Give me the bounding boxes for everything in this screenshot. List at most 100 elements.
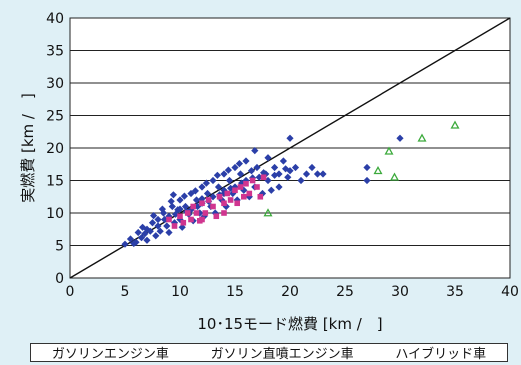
point-diamond	[143, 236, 151, 244]
legend-item-direct-injection: ガソリン直噴エンジン車	[210, 347, 354, 362]
point-triangle	[384, 146, 394, 155]
point-diamond	[253, 163, 261, 172]
point-diamond	[271, 163, 279, 172]
x-tick-label: 35	[446, 284, 464, 300]
point-diamond	[176, 196, 184, 204]
point-diamond	[308, 163, 316, 172]
point-square	[210, 203, 216, 210]
point-diamond	[363, 163, 371, 172]
x-axis-label: 10･15モード燃費 [km / ]	[197, 315, 382, 333]
y-tick-label: 0	[55, 271, 64, 287]
point-diamond	[139, 223, 147, 231]
point-diamond	[163, 222, 171, 230]
point-diamond	[165, 228, 173, 237]
point-square	[237, 184, 244, 190]
point-square	[202, 210, 209, 216]
y-tick-label: 10	[46, 206, 64, 222]
point-square	[243, 180, 249, 187]
point-diamond	[363, 176, 371, 185]
x-tick-label: 5	[121, 284, 130, 300]
point-diamond	[396, 134, 404, 142]
point-square	[188, 216, 194, 223]
point-diamond	[121, 240, 129, 248]
point-square	[166, 216, 172, 223]
point-square	[199, 216, 205, 223]
point-square	[213, 213, 220, 220]
point-diamond	[134, 228, 142, 237]
point-diamond	[225, 176, 234, 185]
point-diamond	[148, 219, 157, 227]
point-square	[246, 190, 253, 197]
x-tick-label: 40	[501, 284, 519, 300]
point-diamond	[284, 173, 292, 181]
y-tick-label: 30	[46, 76, 64, 92]
point-diamond	[236, 170, 245, 178]
point-diamond	[291, 163, 300, 172]
point-diamond	[220, 170, 228, 178]
legend: ガソリンエンジン車 ガソリン直噴エンジン車 ハイブリッド車	[30, 343, 508, 362]
point-square	[224, 190, 231, 197]
point-square	[260, 174, 267, 181]
y-axis-label: 実燃費 [km / ]	[19, 93, 37, 203]
point-square	[180, 219, 187, 226]
point-diamond	[203, 189, 212, 198]
point-diamond	[150, 212, 158, 220]
point-diamond	[319, 170, 327, 178]
point-square	[232, 187, 238, 194]
point-square	[241, 193, 247, 200]
point-square	[221, 210, 227, 216]
grid-lines	[70, 50, 510, 246]
point-square	[190, 203, 196, 210]
y-tick-label: 25	[46, 109, 64, 125]
point-diamond	[297, 176, 305, 185]
y-tick-label: 40	[46, 11, 64, 27]
point-diamond	[181, 202, 190, 211]
y-tick-label: 20	[46, 141, 64, 157]
point-diamond	[302, 170, 311, 178]
point-diamond	[282, 165, 290, 173]
point-diamond	[198, 183, 206, 191]
point-triangle	[263, 208, 273, 217]
point-square	[254, 184, 260, 190]
scatter-chart: 0 5 10 15 20 25 30 35 40 0 5 10 15 20 25 30 35 40 10･15モー…	[19, 11, 519, 333]
point-diamond	[279, 157, 287, 165]
point-diamond	[137, 234, 146, 242]
point-square	[227, 197, 234, 203]
point-diamond	[146, 227, 154, 235]
point-diamond	[235, 160, 243, 168]
point-square	[171, 223, 178, 229]
point-diamond	[271, 171, 279, 179]
point-diamond	[260, 169, 268, 177]
point-triangle	[373, 166, 383, 175]
x-tick-label: 0	[66, 284, 75, 300]
point-square	[205, 197, 212, 203]
point-triangle	[417, 133, 427, 142]
point-diamond	[158, 205, 166, 213]
point-triangle	[389, 172, 400, 181]
point-diamond	[192, 196, 201, 204]
legend-item-hybrid: ハイブリッド車	[395, 347, 487, 362]
tick-labels: 0 5 10 15 20 25 30 35 40 0 5 10 15 20 25 30 35 40	[46, 11, 519, 300]
point-diamond	[168, 202, 176, 211]
point-diamond	[214, 183, 223, 191]
point-diamond	[313, 170, 322, 178]
point-diamond	[180, 192, 188, 200]
y-tick-label: 15	[46, 174, 64, 190]
point-diamond	[267, 186, 275, 194]
point-square	[257, 193, 264, 200]
point-diamond	[275, 183, 283, 191]
point-square	[199, 200, 205, 207]
point-diamond	[264, 154, 272, 162]
point-diamond	[209, 176, 217, 185]
point-diamond	[169, 191, 177, 199]
y-tick-label: 5	[55, 239, 64, 255]
y-tick-label: 35	[46, 44, 64, 60]
point-square	[249, 177, 256, 184]
point-diamond	[154, 215, 162, 224]
point-diamond	[141, 230, 149, 238]
point-diamond	[176, 205, 184, 213]
point-diamond	[213, 171, 221, 179]
x-tick-label: 25	[336, 284, 354, 300]
x-tick-label: 20	[281, 284, 299, 300]
